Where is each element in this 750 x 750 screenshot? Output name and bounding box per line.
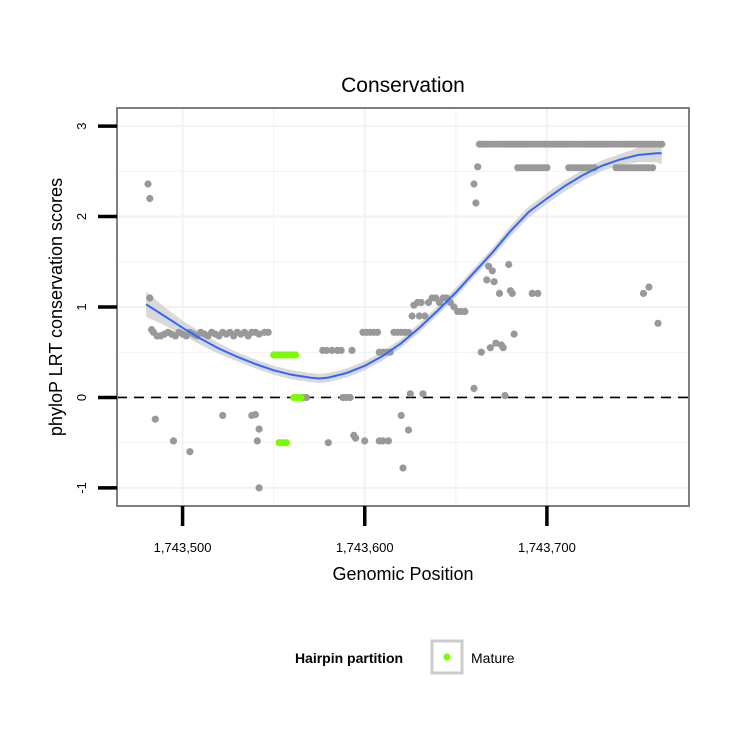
data-point-mature (297, 393, 305, 402)
data-point-other (352, 434, 360, 442)
data-point-other (264, 328, 272, 336)
smooth-curve (145, 152, 662, 380)
y-tick-label: 2 (74, 213, 89, 220)
x-tick-label: 1,743,600 (336, 540, 394, 555)
data-point-other (490, 278, 498, 286)
data-point-other (654, 319, 662, 327)
data-point-other (486, 344, 494, 352)
data-point-other (146, 294, 154, 302)
data-point-other (499, 344, 507, 352)
data-point-other (169, 437, 178, 445)
legend-label-mature: Mature (471, 650, 515, 666)
data-point-other (379, 437, 387, 445)
data-point-other (505, 260, 513, 269)
data-point-other (472, 199, 480, 207)
y-axis-label: phyloP LRT conservation scores (46, 178, 66, 436)
data-point-other (406, 390, 414, 398)
data-point-other (417, 298, 425, 307)
data-points (144, 140, 666, 492)
data-point-other (492, 339, 500, 347)
data-point-mature (291, 351, 300, 359)
data-point-other (348, 346, 356, 354)
data-point-other (658, 140, 666, 148)
data-point-other (510, 330, 518, 338)
data-point-other (470, 384, 478, 392)
data-point-other (186, 448, 194, 456)
data-point-other (483, 276, 491, 284)
data-point-other (337, 346, 345, 354)
data-point-other (477, 348, 485, 356)
x-tick-label: 1,743,700 (518, 540, 576, 555)
data-point-other (415, 312, 423, 320)
data-point-other (404, 328, 413, 336)
data-point-other (302, 393, 311, 402)
legend: Hairpin partition Mature (295, 639, 515, 675)
data-point-other (528, 289, 536, 297)
data-point-other (543, 164, 551, 172)
data-point-other (649, 164, 657, 172)
data-point-other (144, 180, 152, 188)
data-point-other (639, 289, 648, 297)
x-axis: 1,743,500 1,743,600 1,743,700 (154, 506, 576, 555)
data-point-other (255, 425, 263, 433)
data-point-other (328, 346, 336, 354)
data-point-other (146, 194, 154, 203)
data-point-other (645, 283, 653, 291)
data-point-other (501, 392, 509, 400)
x-axis-label: Genomic Position (332, 564, 473, 584)
data-point-other (219, 411, 227, 420)
x-tick-label: 1,743,500 (154, 540, 212, 555)
grid (117, 108, 689, 506)
data-point-other (419, 390, 427, 398)
data-point-other (461, 307, 469, 316)
data-point-other (253, 437, 261, 445)
data-point-other (488, 267, 496, 275)
data-point-other (361, 437, 369, 445)
y-tick-label: -1 (74, 482, 89, 494)
data-point-other (534, 289, 542, 297)
y-axis: -1 0 1 2 3 (74, 122, 117, 494)
data-point-other (408, 312, 416, 320)
data-point-other (373, 328, 382, 336)
data-point-other (384, 437, 392, 445)
data-point-other (324, 439, 332, 447)
y-tick-label: 1 (74, 303, 89, 310)
legend-title: Hairpin partition (295, 650, 403, 666)
data-point-other (474, 163, 482, 171)
data-point-other (251, 411, 259, 419)
y-tick-label: 3 (74, 122, 89, 129)
chart-title: Conservation (341, 74, 465, 97)
data-point-other (508, 289, 516, 297)
data-point-other (399, 464, 407, 472)
data-point-other (255, 484, 263, 492)
data-point-other (495, 289, 504, 297)
data-point-mature (282, 439, 290, 447)
data-point-other (470, 180, 478, 188)
data-point-other (421, 312, 429, 320)
data-point-other (255, 330, 263, 338)
data-point-other (397, 411, 405, 420)
data-point-other (404, 426, 413, 434)
y-tick-label: 0 (74, 394, 89, 401)
data-point-other (322, 346, 331, 354)
smooth-confidence-band (146, 142, 662, 383)
data-point-other (346, 393, 354, 402)
data-point-other (151, 415, 159, 423)
legend-key-mature-dot (443, 653, 451, 661)
